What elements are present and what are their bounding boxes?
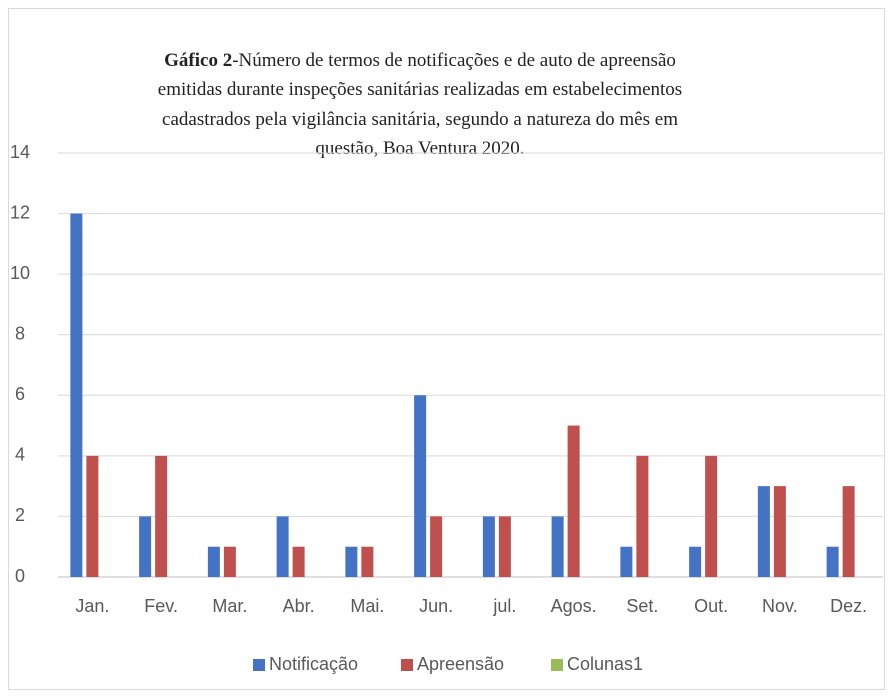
bar: [636, 455, 649, 577]
y-tick-label: 0: [15, 566, 25, 586]
legend-label: Notificação: [269, 654, 358, 674]
bar: [551, 516, 564, 577]
bar: [826, 546, 839, 577]
x-tick-label: jul.: [492, 596, 516, 616]
x-tick-label: Jan.: [75, 596, 109, 616]
x-tick-label: Set.: [626, 596, 658, 616]
bar: [276, 516, 289, 577]
x-tick-label: Jun.: [419, 596, 453, 616]
bar: [773, 486, 786, 577]
bar: [705, 455, 718, 577]
x-tick-label: Mar.: [212, 596, 247, 616]
title-line: -Número de termos de notificações e de a…: [232, 50, 676, 71]
chart-title: Gáfico 2-Número de termos de notificaçõe…: [164, 50, 676, 71]
bar: [86, 455, 99, 577]
bar: [757, 486, 770, 577]
legend-swatch: [551, 659, 563, 671]
bar: [361, 546, 374, 577]
legend-swatch: [253, 659, 265, 671]
legend-label: Apreensão: [417, 654, 504, 674]
title-line: cadastrados pela vigilância sanitária, s…: [162, 109, 678, 130]
bar: [498, 516, 511, 577]
y-tick-label: 14: [10, 142, 30, 162]
y-tick-label: 12: [10, 202, 30, 222]
legend-swatch: [401, 659, 413, 671]
x-tick-label: Out.: [694, 596, 728, 616]
x-tick-label: Dez.: [830, 596, 867, 616]
x-tick-label: Fev.: [144, 596, 178, 616]
bar: [620, 546, 633, 577]
y-tick-label: 2: [15, 505, 25, 525]
bar: [139, 516, 152, 577]
bar: [567, 425, 580, 577]
chart-title: emitidas durante inspeções sanitárias re…: [158, 79, 682, 100]
title-prefix: Gáfico 2: [164, 50, 232, 71]
x-tick-label: Abr.: [283, 596, 315, 616]
bar: [689, 546, 702, 577]
y-tick-label: 10: [10, 263, 30, 283]
title-line: questão, Boa Ventura 2020.: [315, 138, 524, 159]
bar: [345, 546, 358, 577]
bar: [430, 516, 443, 577]
chart-title: questão, Boa Ventura 2020.: [315, 138, 524, 159]
bar: [842, 486, 855, 577]
x-tick-label: Agos.: [551, 596, 597, 616]
bar: [223, 546, 236, 577]
bar: [207, 546, 220, 577]
bar: [155, 455, 168, 577]
bar: [414, 395, 427, 577]
title-line: emitidas durante inspeções sanitárias re…: [158, 79, 682, 100]
y-tick-label: 8: [15, 323, 25, 343]
bar: [482, 516, 495, 577]
y-tick-label: 4: [15, 445, 25, 465]
chart-title: cadastrados pela vigilância sanitária, s…: [162, 109, 678, 130]
chart-border: [8, 8, 885, 690]
x-tick-label: Nov.: [762, 596, 798, 616]
legend-label: Colunas1: [567, 654, 643, 674]
bar: [70, 213, 83, 578]
y-tick-label: 6: [15, 384, 25, 404]
bar: [292, 546, 305, 577]
x-tick-label: Mai.: [350, 596, 384, 616]
